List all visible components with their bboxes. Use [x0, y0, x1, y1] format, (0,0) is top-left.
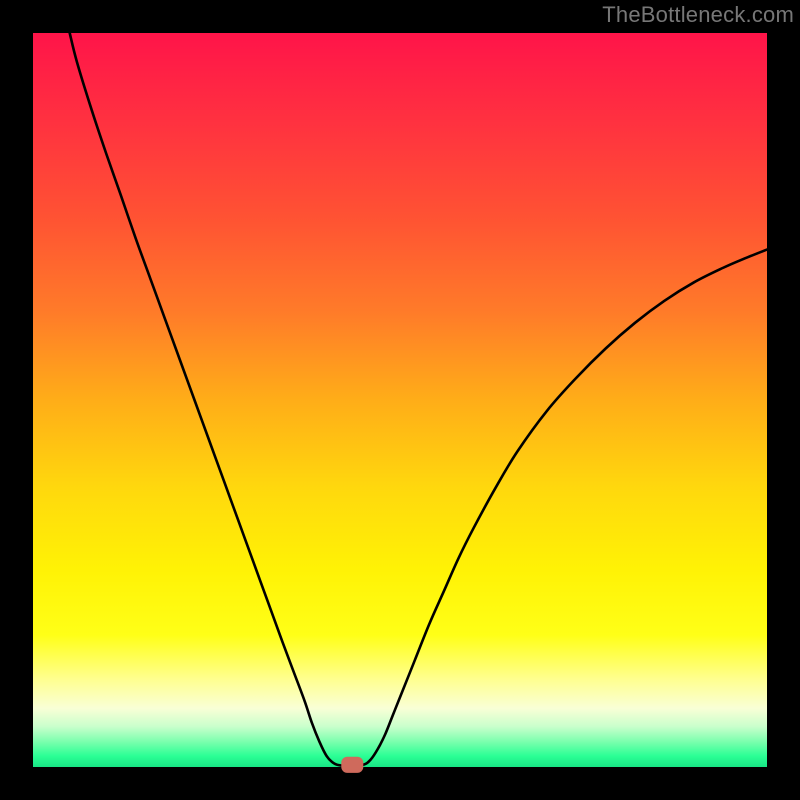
- watermark-text: TheBottleneck.com: [602, 2, 794, 28]
- plot-background: [33, 33, 767, 767]
- chart-container: TheBottleneck.com: [0, 0, 800, 800]
- bottleneck-chart: [0, 0, 800, 800]
- optimal-point-marker: [341, 757, 363, 773]
